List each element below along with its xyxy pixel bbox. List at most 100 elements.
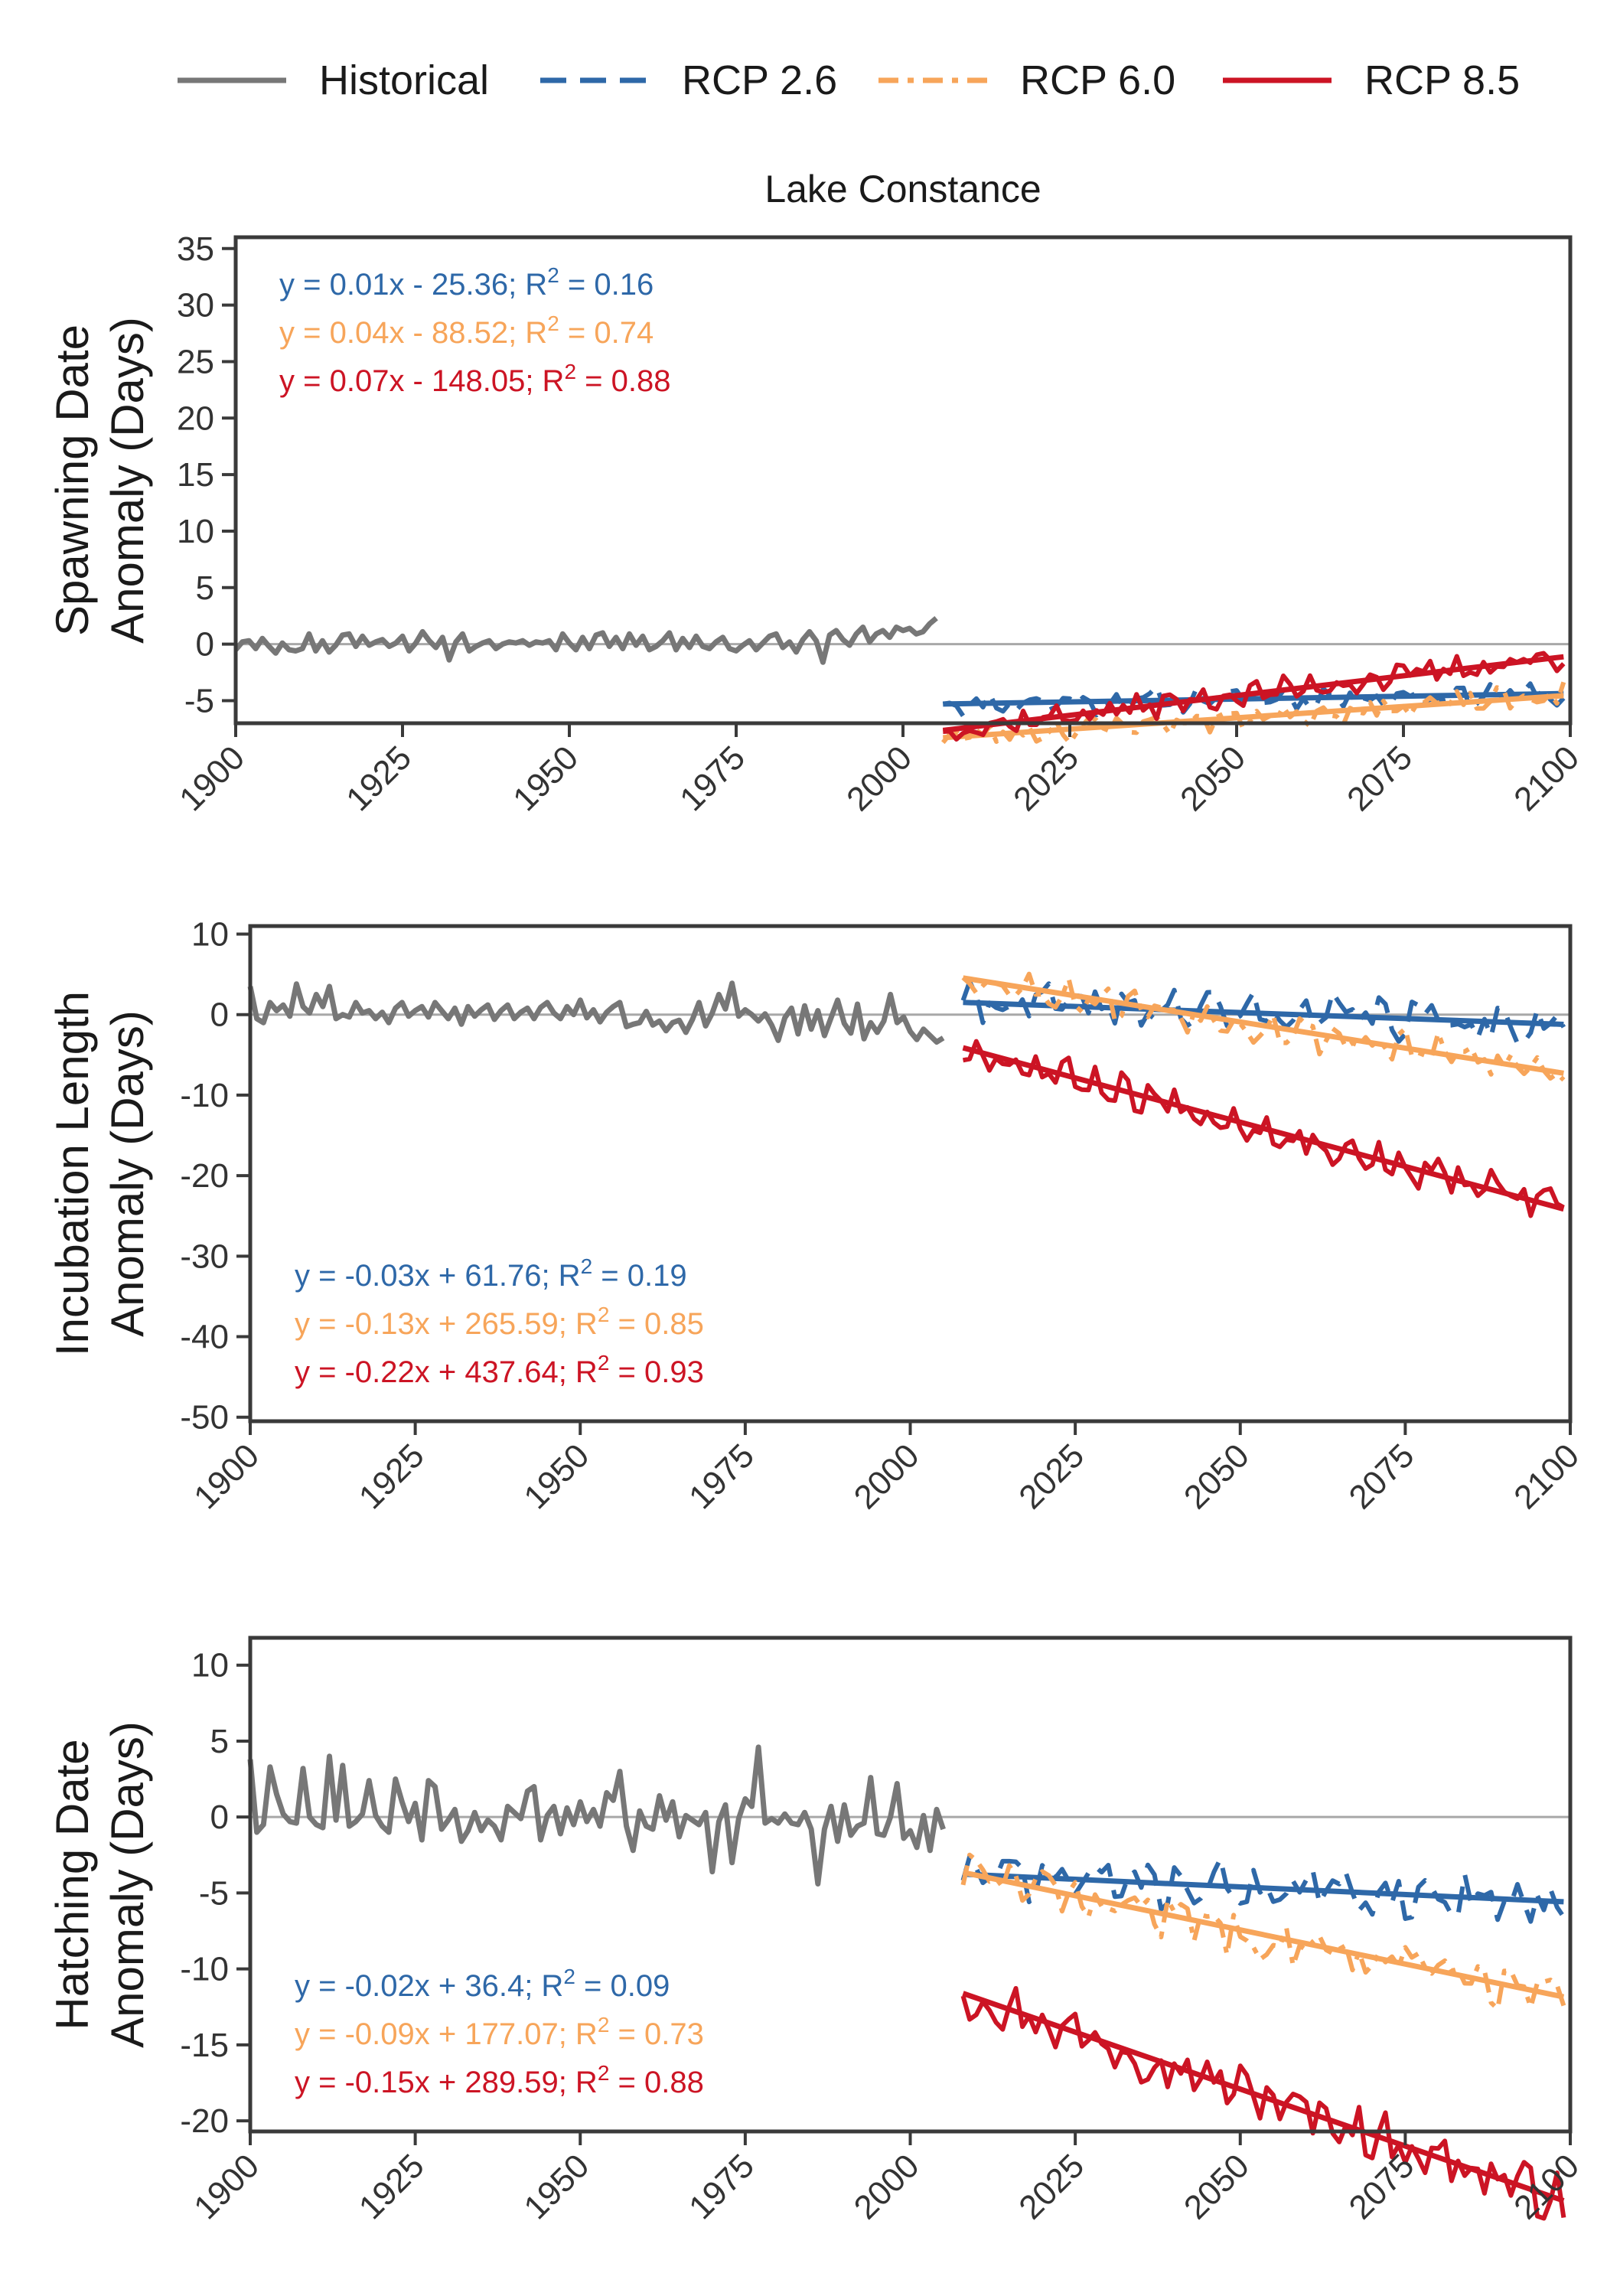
y-axis-label-line: Hatching Date xyxy=(47,1739,98,2030)
x-tick-label: 1925 xyxy=(352,1437,432,1516)
panel-title: Lake Constance xyxy=(764,168,1041,210)
y-axis-label-line: Anomaly (Days) xyxy=(102,1010,153,1337)
y-tick-label: 10 xyxy=(191,916,229,954)
series-historical xyxy=(247,980,945,1045)
y-axis-label: Incubation LengthAnomaly (Days) xyxy=(47,991,153,1356)
x-tick-label: 2000 xyxy=(847,2147,927,2226)
y-axis-label: Hatching DateAnomaly (Days) xyxy=(47,1721,153,2048)
x-tick-label: 1950 xyxy=(506,739,585,818)
y-tick-label: -30 xyxy=(180,1238,229,1275)
plot-frame xyxy=(248,924,1573,1424)
legend-label-rcp85: RCP 8.5 xyxy=(1364,57,1520,103)
x-tick-label: 2050 xyxy=(1177,1437,1257,1516)
series-rcp60 xyxy=(960,1852,1566,2011)
equation-rcp26: y = -0.02x + 36.4; R2 = 0.09 xyxy=(295,1965,670,2003)
y-tick-label: -5 xyxy=(199,1874,229,1912)
trend-rcp26 xyxy=(963,1871,1564,1905)
equation-rcp60: y = -0.13x + 265.59; R2 = 0.85 xyxy=(295,1303,704,1341)
series-rcp60 xyxy=(940,681,1566,745)
y-tick-label: 10 xyxy=(177,513,214,550)
y-axis-label-line: Spawning Date xyxy=(47,325,98,636)
series-rcp26 xyxy=(960,1854,1566,1924)
panel-3: 10 5 0 -5 -10 -15 -20 1900 1925 1950 1975 2000 2025 2… xyxy=(47,1636,1586,2226)
x-tick-label: 2000 xyxy=(847,1437,927,1516)
equation-rcp60: y = -0.09x + 177.07; R2 = 0.73 xyxy=(295,2013,704,2051)
y-tick-label: -50 xyxy=(180,1399,229,1437)
y-tick-label: 10 xyxy=(191,1647,229,1684)
y-tick-label: -20 xyxy=(180,1157,229,1195)
series-rcp26 xyxy=(942,681,1566,719)
trend-rcp60 xyxy=(962,975,1564,1076)
y-tick-label: 0 xyxy=(210,996,229,1034)
x-tick-label: 1900 xyxy=(172,739,252,818)
series-rcp60 xyxy=(961,971,1566,1082)
y-tick-label: -15 xyxy=(180,2027,229,2064)
y-axis-label-line: Anomaly (Days) xyxy=(102,317,153,644)
y-tick-label: 35 xyxy=(177,230,214,268)
equation-rcp85: y = 0.07x - 148.05; R2 = 0.88 xyxy=(279,360,670,398)
trend-rcp26 xyxy=(963,1000,1564,1027)
x-tick-label: 1975 xyxy=(682,2147,761,2226)
y-tick-label: 5 xyxy=(196,569,214,607)
x-tick-label: 1925 xyxy=(339,739,419,818)
x-tick-label: 2075 xyxy=(1342,1437,1422,1516)
panel-1: 35 30 25 20 15 10 5 0 -5 1900 1925 1950 1975 2000 2025… xyxy=(47,230,1586,819)
x-tick-label: 2050 xyxy=(1177,2147,1257,2226)
series-historical xyxy=(247,1744,946,1887)
legend-item-historical: Historical xyxy=(178,57,489,103)
legend-label-historical: Historical xyxy=(319,57,489,103)
x-tick-label: 2000 xyxy=(839,739,919,818)
trend-rcp60 xyxy=(962,1870,1565,2000)
y-tick-label: 5 xyxy=(210,1723,229,1760)
x-tick-label: 1950 xyxy=(517,1437,596,1516)
legend: Historical RCP 2.6 RCP 6.0 RCP 8.5 xyxy=(178,57,1520,103)
legend-label-rcp60: RCP 6.0 xyxy=(1020,57,1175,103)
x-tick-label: 2100 xyxy=(1507,1437,1586,1516)
y-tick-label: -10 xyxy=(180,1951,229,1988)
x-tick-label: 2100 xyxy=(1507,739,1586,818)
x-tick-label: 2075 xyxy=(1340,739,1420,818)
y-axis-label: Spawning DateAnomaly (Days) xyxy=(47,317,153,644)
series-historical xyxy=(233,616,938,665)
plot-frame xyxy=(233,235,1573,726)
y-tick-label: 0 xyxy=(196,626,214,664)
plot-frame xyxy=(248,1636,1573,2134)
trend-rcp85 xyxy=(962,1045,1565,1212)
equation-rcp85: y = -0.22x + 437.64; R2 = 0.93 xyxy=(295,1351,704,1389)
equation-rcp60: y = 0.04x - 88.52; R2 = 0.74 xyxy=(279,311,654,350)
x-tick-label: 2025 xyxy=(1012,1437,1091,1516)
x-tick-label: 1975 xyxy=(673,739,752,818)
x-tick-label: 2075 xyxy=(1342,2147,1422,2226)
equation-rcp26: y = 0.01x - 25.36; R2 = 0.16 xyxy=(279,263,654,302)
y-tick-label: 15 xyxy=(177,456,214,494)
trend-rcp60 xyxy=(943,693,1564,741)
x-tick-label: 1975 xyxy=(682,1437,761,1516)
x-tick-label: 1900 xyxy=(187,1437,266,1516)
x-tick-label: 1900 xyxy=(187,2147,266,2226)
x-tick-label: 2050 xyxy=(1173,739,1253,818)
y-tick-label: -40 xyxy=(180,1319,229,1356)
legend-label-rcp26: RCP 2.6 xyxy=(682,57,837,103)
y-tick-label: -20 xyxy=(180,2102,229,2140)
series-rcp85 xyxy=(960,1986,1566,2221)
equation-rcp26: y = -0.03x + 61.76; R2 = 0.19 xyxy=(295,1254,687,1293)
y-tick-label: 30 xyxy=(177,287,214,325)
y-tick-label: 20 xyxy=(177,400,214,437)
x-tick-label: 2025 xyxy=(1006,739,1086,818)
x-tick-label: 1925 xyxy=(352,2147,432,2226)
y-axis-label-line: Anomaly (Days) xyxy=(102,1721,153,2048)
legend-item-rcp85: RCP 8.5 xyxy=(1223,57,1520,103)
y-tick-label: 0 xyxy=(210,1799,229,1836)
y-tick-label: 25 xyxy=(177,343,214,380)
y-axis-label-line: Incubation Length xyxy=(47,991,98,1356)
y-tick-label: -10 xyxy=(180,1077,229,1114)
panels: 35 30 25 20 15 10 5 0 -5 1900 1925 1950 1975 2000 2025… xyxy=(47,230,1586,2227)
equation-rcp85: y = -0.15x + 289.59; R2 = 0.88 xyxy=(295,2061,704,2099)
x-tick-label: 1950 xyxy=(517,2147,596,2226)
y-tick-label: -5 xyxy=(184,682,214,719)
legend-item-rcp60: RCP 6.0 xyxy=(878,57,1175,103)
x-tick-label: 2025 xyxy=(1012,2147,1091,2226)
legend-item-rcp26: RCP 2.6 xyxy=(540,57,837,103)
